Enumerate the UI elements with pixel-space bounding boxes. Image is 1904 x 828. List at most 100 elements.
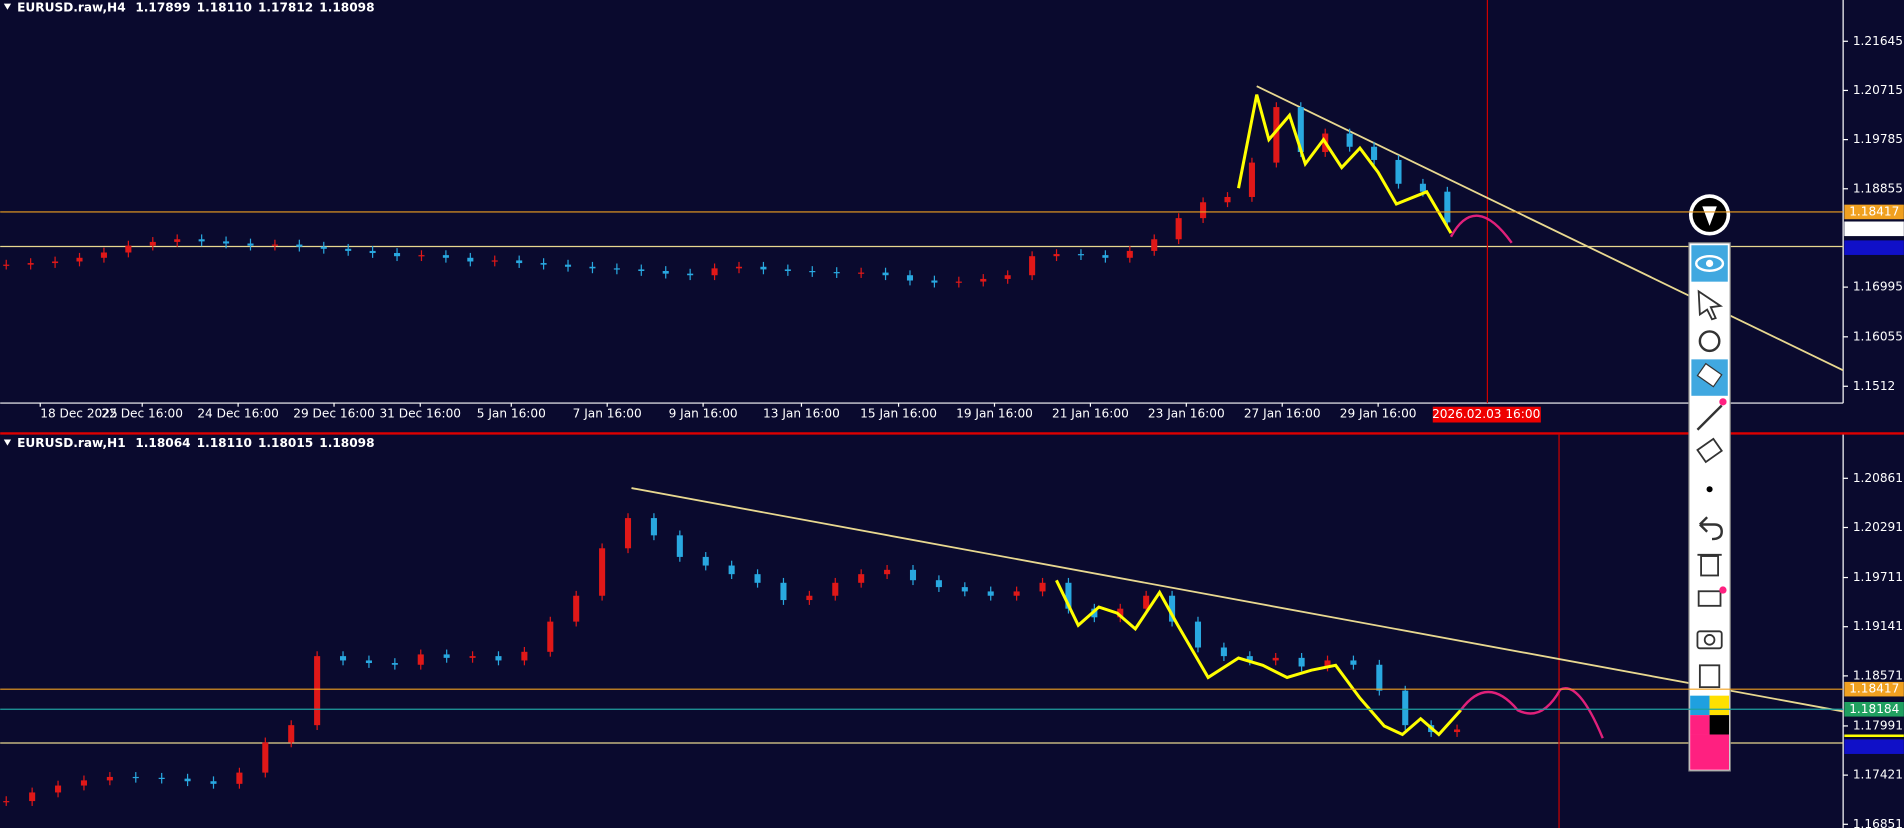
candle-body — [987, 591, 994, 596]
candle-body — [564, 264, 572, 267]
color-swatch[interactable] — [1690, 715, 1710, 735]
dot-button[interactable] — [1706, 486, 1713, 493]
candle-body — [858, 272, 865, 274]
candle-body — [27, 263, 34, 265]
candle-body — [521, 651, 528, 661]
undo-button[interactable] — [1699, 516, 1723, 541]
price-badge — [1844, 240, 1904, 255]
candle-body — [760, 266, 767, 270]
pen-nib — [1702, 206, 1717, 226]
candle-body — [223, 241, 230, 244]
candle-body — [1346, 133, 1353, 147]
y-tick-label: 1.16055 — [1853, 329, 1903, 343]
candle-body — [882, 272, 889, 276]
candle-body — [418, 255, 425, 257]
color-swatch[interactable] — [1709, 695, 1730, 716]
line-button[interactable] — [1696, 404, 1723, 431]
collapse-icon[interactable] — [3, 3, 12, 10]
candle-body — [906, 275, 914, 281]
candle-body — [1151, 239, 1158, 251]
price-badge-label: 1.18184 — [1849, 702, 1899, 716]
candle-body — [1117, 608, 1124, 618]
time-label: 29 Jan 16:00 — [1340, 406, 1417, 420]
candle-body — [624, 518, 632, 549]
candle-body — [1143, 595, 1150, 609]
template-button[interactable] — [1697, 590, 1722, 607]
y-tick-label: 1.17991 — [1853, 718, 1903, 732]
candle-body — [132, 776, 139, 779]
candle-body — [174, 239, 181, 242]
magnet-button[interactable] — [1698, 330, 1721, 353]
time-label: 7 Jan 16:00 — [573, 406, 642, 420]
candle-body — [935, 580, 942, 588]
candle-body — [288, 725, 295, 743]
projection-drawing — [1449, 214, 1513, 244]
candle-body — [369, 250, 376, 254]
candle-body — [780, 582, 787, 601]
highlighter-button[interactable] — [1696, 437, 1723, 464]
chart-header: EURUSD.raw,H4 1.17899 1.18110 1.17812 1.1809… — [17, 0, 374, 14]
candle-body — [1402, 690, 1409, 726]
time-label: 13 Jan 16:00 — [763, 406, 840, 420]
candle-body — [442, 255, 449, 258]
candle-body — [573, 595, 580, 622]
delete-button[interactable] — [1700, 555, 1719, 577]
candle-body — [540, 263, 547, 265]
candle-body — [1200, 202, 1207, 219]
y-tick-label: 1.19141 — [1853, 619, 1903, 633]
cursor-time: 2026.02.03 16:00 — [1432, 407, 1540, 421]
candle-body — [1194, 621, 1202, 648]
candle-body — [3, 264, 10, 266]
candle-body — [961, 587, 968, 592]
candle-body — [76, 257, 83, 262]
candle-body — [391, 663, 398, 665]
close: 1.18098 — [319, 436, 374, 450]
candle-body — [100, 252, 107, 258]
candle-body — [365, 660, 372, 664]
time-label: 24 Dec 16:00 — [197, 406, 279, 420]
y-tick-label: 1.19711 — [1853, 570, 1903, 584]
color-swatch[interactable] — [1690, 695, 1710, 716]
candle-body — [1419, 183, 1426, 192]
candle-body — [884, 569, 891, 575]
candle-body — [52, 261, 59, 264]
symbol: EURUSD.raw,H1 — [17, 436, 125, 450]
current-color[interactable] — [1690, 734, 1730, 770]
cursor-time-badge — [1432, 406, 1541, 423]
price-badge — [1844, 221, 1904, 237]
candle-body — [417, 654, 424, 665]
time-label: 29 Dec 16:00 — [293, 406, 375, 420]
candle-body — [29, 792, 36, 802]
open: 1.18064 — [135, 436, 190, 450]
indicator-dot — [1719, 398, 1727, 406]
candle-body — [1013, 591, 1020, 596]
candle-body — [1246, 656, 1253, 661]
candle-body — [754, 574, 761, 583]
screenshot-button[interactable] — [1696, 630, 1723, 650]
candle-body — [210, 781, 217, 784]
candle-body — [909, 569, 917, 581]
candle-body — [1053, 254, 1060, 257]
y-tick-label: 1.19785 — [1853, 132, 1903, 146]
candle-body — [1077, 254, 1084, 256]
zigzag-drawing — [1237, 94, 1453, 234]
high: 1.18110 — [197, 436, 252, 450]
close: 1.18098 — [319, 0, 374, 14]
time-label: 18 Dec 2025 — [40, 406, 117, 420]
candle-body — [271, 244, 278, 246]
candle-body — [1395, 159, 1402, 184]
cursor-button[interactable] — [1697, 289, 1724, 321]
candle-body — [149, 241, 156, 246]
candle-body — [833, 272, 840, 274]
candle-body — [784, 269, 791, 271]
candle-body — [184, 778, 191, 782]
y-tick-label: 1.18855 — [1853, 181, 1903, 195]
collapse-icon[interactable] — [3, 439, 12, 446]
clipboard-button[interactable] — [1698, 664, 1721, 689]
y-tick-label: 1.21645 — [1853, 34, 1903, 48]
candle-body — [662, 270, 669, 274]
candle-body — [443, 654, 450, 658]
time-label: 5 Jan 16:00 — [477, 406, 546, 420]
color-swatch[interactable] — [1709, 715, 1730, 735]
